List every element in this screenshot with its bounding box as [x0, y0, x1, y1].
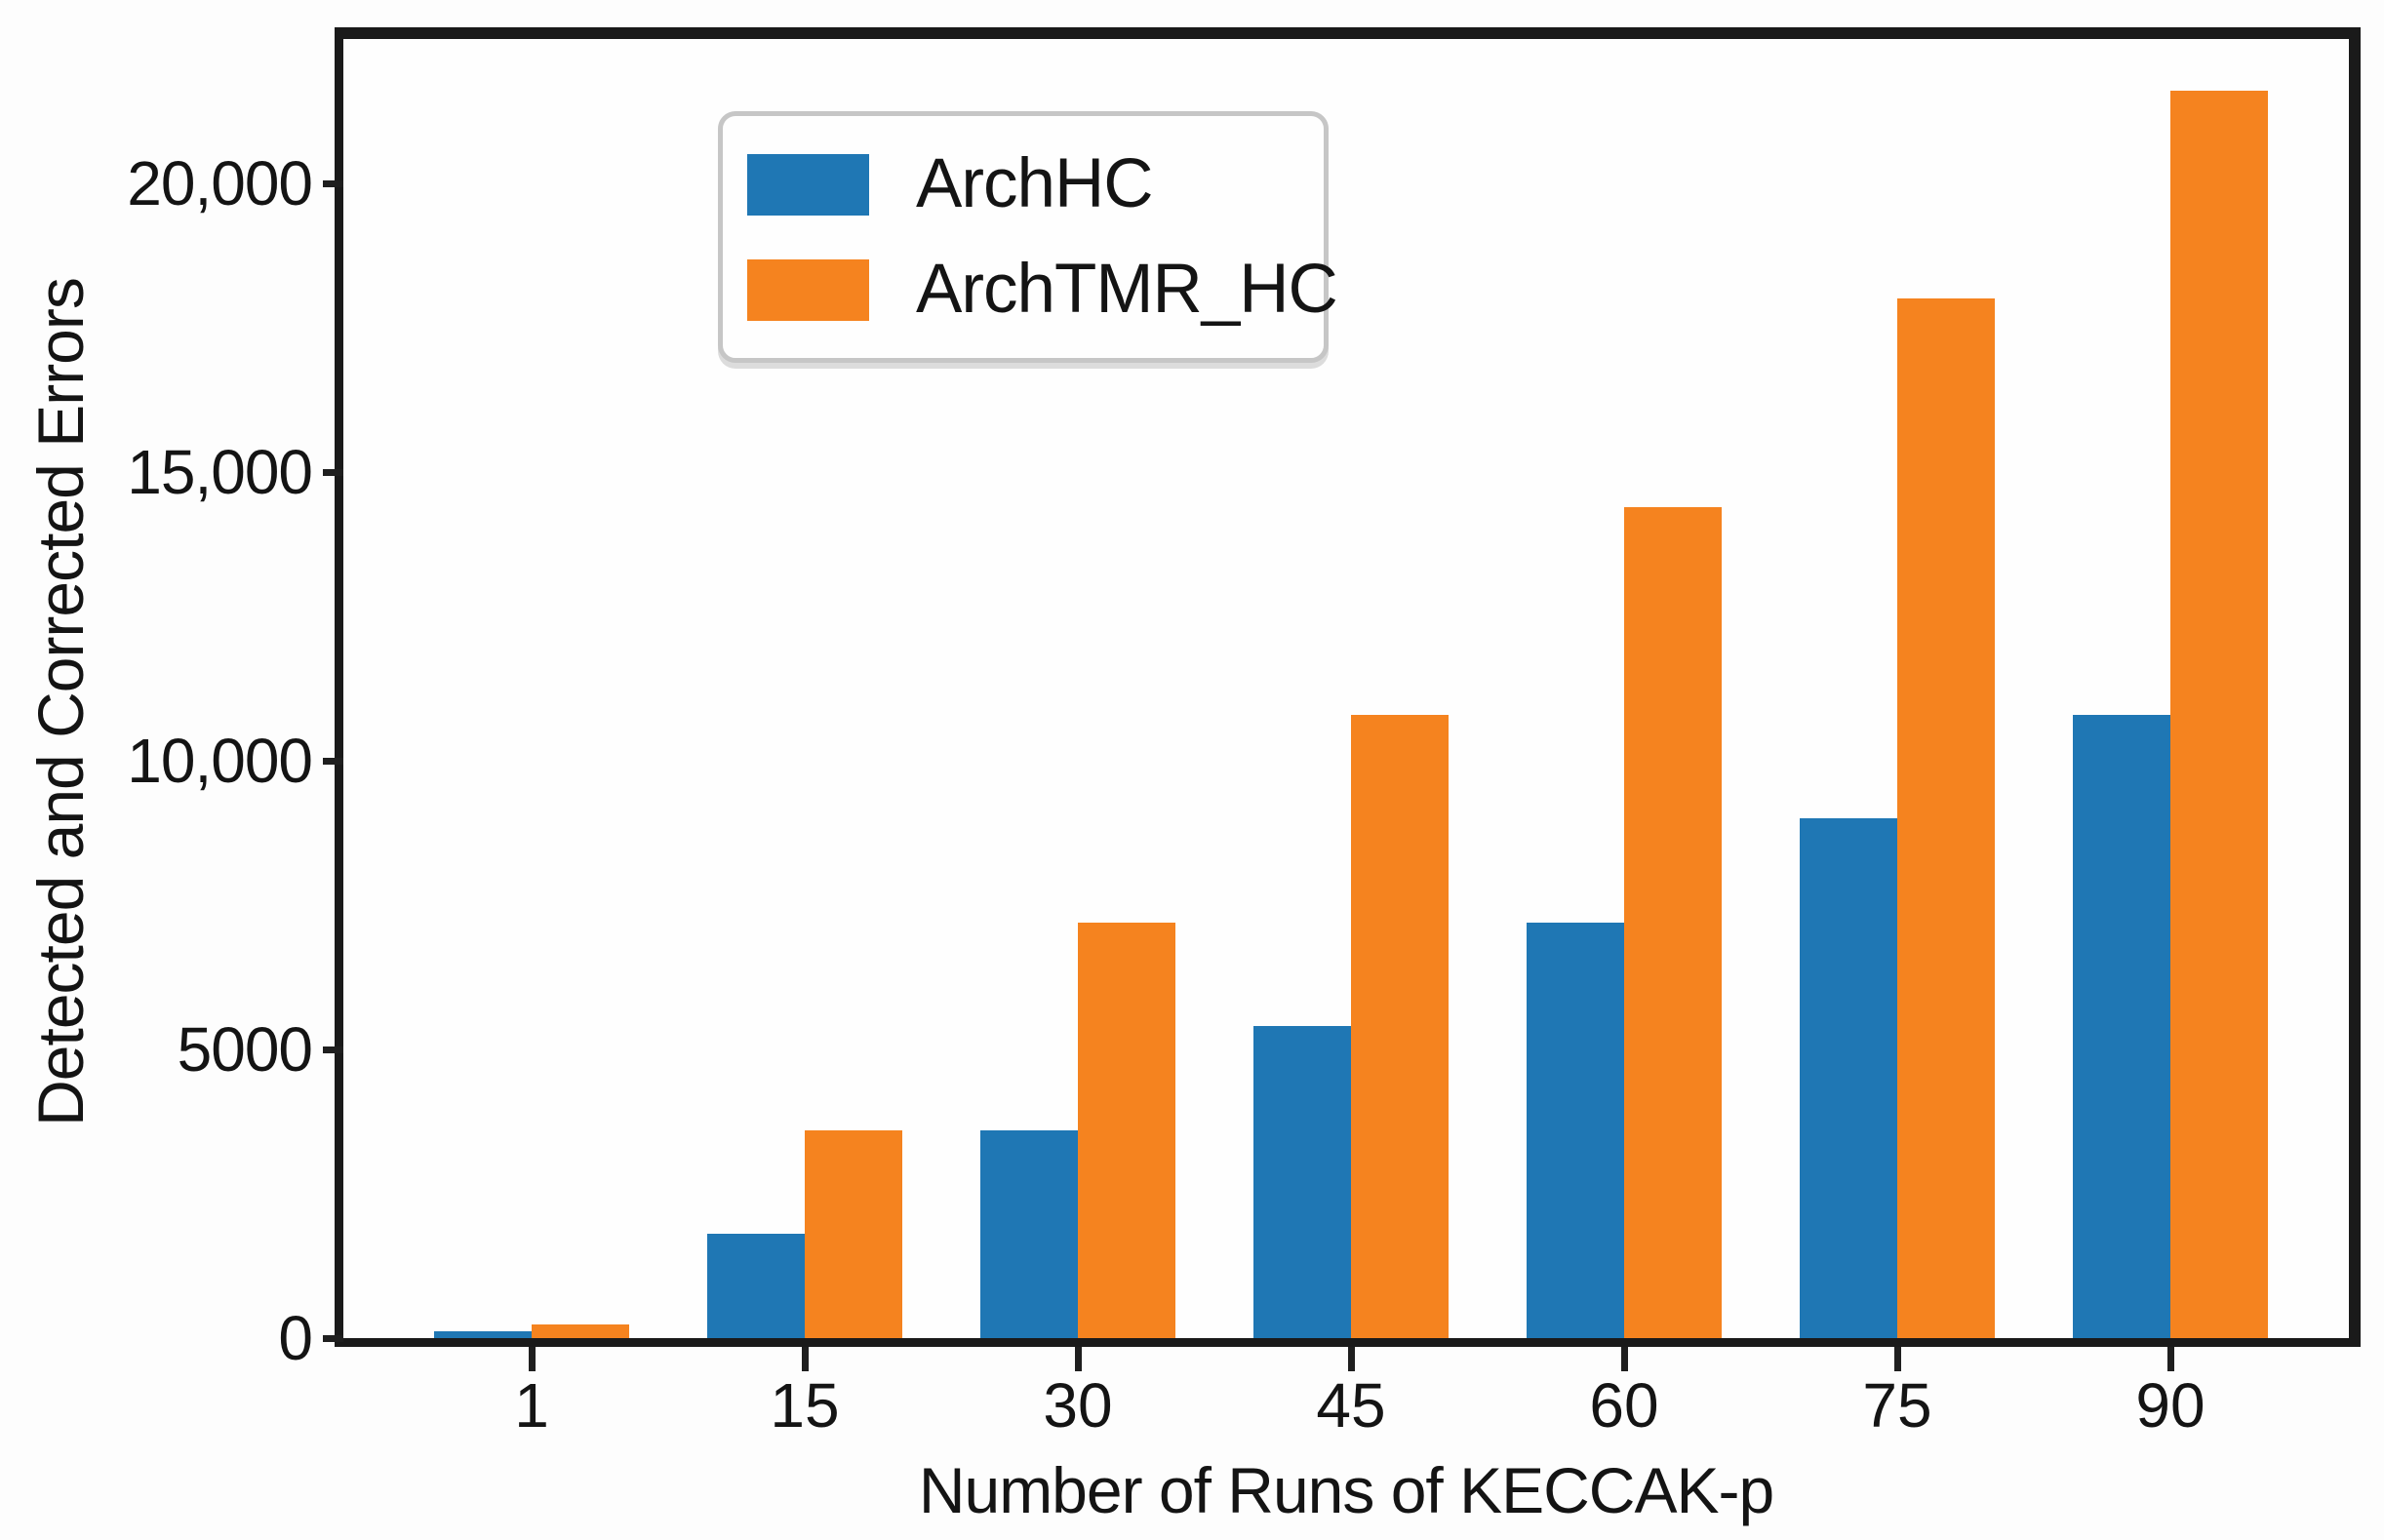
bar-archtmr-hc-45 — [1351, 715, 1449, 1338]
y-tick-label: 5000 — [177, 1014, 313, 1085]
x-tick-label: 15 — [770, 1370, 840, 1441]
bar-archhc-15 — [707, 1234, 805, 1338]
x-tick-label: 90 — [2135, 1370, 2205, 1441]
bar-archhc-1 — [434, 1331, 532, 1338]
y-tick-mark — [323, 1046, 343, 1053]
y-tick-mark — [323, 179, 343, 187]
x-tick-label: 75 — [1862, 1370, 1932, 1441]
x-tick-label: 60 — [1589, 1370, 1659, 1441]
bar-archhc-30 — [980, 1130, 1078, 1338]
legend-item: ArchTMR_HC — [747, 254, 1338, 326]
y-axis-label: Detected and Corrected Errors — [24, 278, 97, 1126]
legend-item: ArchHC — [747, 148, 1294, 220]
x-tick-label: 30 — [1043, 1370, 1113, 1441]
y-tick-label: 10,000 — [127, 726, 313, 796]
bar-archhc-75 — [1800, 818, 1897, 1338]
x-tick-mark — [801, 1347, 809, 1371]
y-tick-label: 20,000 — [127, 148, 313, 218]
plot-area: ArchHC ArchTMR_HC — [335, 27, 2361, 1347]
x-tick-label: 1 — [514, 1370, 549, 1441]
x-tick-mark — [1893, 1347, 1901, 1371]
x-axis-label: Number of Runs of KECCAK-p — [918, 1454, 1774, 1526]
legend-swatch-icon — [747, 258, 869, 321]
x-tick-mark — [1620, 1347, 1628, 1371]
bar-archtmr-hc-15 — [805, 1130, 902, 1338]
y-tick-label: 0 — [278, 1303, 313, 1373]
bar-archtmr-hc-30 — [1078, 923, 1175, 1338]
y-tick-mark — [323, 757, 343, 765]
bar-archhc-60 — [1527, 923, 1624, 1338]
bar-archtmr-hc-90 — [2170, 91, 2268, 1338]
bar-archhc-45 — [1253, 1026, 1351, 1338]
bar-archtmr-hc-75 — [1897, 298, 1995, 1338]
y-tick-mark — [323, 468, 343, 476]
legend-label: ArchHC — [916, 145, 1154, 222]
bar-archtmr-hc-1 — [532, 1324, 629, 1338]
legend-label: ArchTMR_HC — [916, 251, 1338, 328]
x-tick-mark — [1347, 1347, 1355, 1371]
x-tick-mark — [2166, 1347, 2174, 1371]
bar-archhc-90 — [2073, 715, 2170, 1338]
x-tick-mark — [528, 1347, 536, 1371]
y-tick-label: 15,000 — [127, 437, 313, 507]
bars-container — [343, 39, 2349, 1338]
legend-swatch-icon — [747, 153, 869, 216]
legend: ArchHC ArchTMR_HC — [718, 111, 1338, 363]
x-tick-mark — [1074, 1347, 1082, 1371]
bar-archtmr-hc-60 — [1624, 507, 1722, 1338]
x-tick-label: 45 — [1316, 1370, 1386, 1441]
y-tick-mark — [323, 1334, 343, 1342]
